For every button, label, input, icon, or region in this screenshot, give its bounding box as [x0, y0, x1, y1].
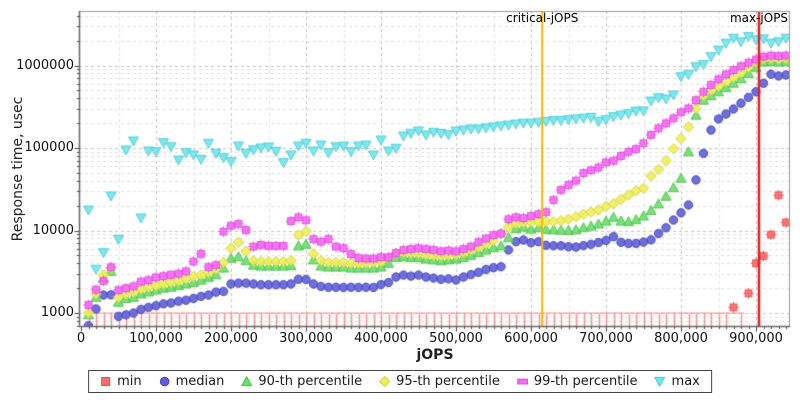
- legend-item-label: 99-th percentile: [533, 374, 638, 389]
- legend-item-label: max: [671, 374, 700, 389]
- critical-jops-label: critical-jOPS: [506, 11, 579, 25]
- x-axis-label: jOPS: [416, 347, 454, 363]
- legend-item: median: [159, 374, 225, 389]
- legend-item: min: [100, 374, 142, 389]
- x-tick-label: 700,000: [579, 331, 633, 346]
- legend-marker-circle-icon: [159, 376, 169, 387]
- x-tick-label: 400,000: [354, 331, 408, 346]
- legend-marker-triangle-down-icon: [654, 376, 666, 387]
- max-jops-label: max-jOPS: [729, 11, 789, 25]
- legend-marker-square-icon: [101, 377, 111, 386]
- y-tick-label: 10000: [32, 222, 74, 238]
- legend-marker-diamond-icon: [379, 376, 391, 387]
- y-tick-label: 1000000: [16, 57, 74, 73]
- x-tick-label: 500,000: [429, 331, 483, 346]
- legend-item-label: 95-th percentile: [396, 374, 500, 389]
- x-tick-label: 600,000: [504, 331, 558, 346]
- x-tick-label: 800,000: [654, 331, 708, 346]
- x-tick-label: 300,000: [279, 331, 333, 346]
- legend-item-label: median: [175, 374, 225, 389]
- legend-item-label: min: [117, 374, 142, 389]
- y-axis-label: Response time, usec: [10, 96, 26, 242]
- x-tick-label: 100,000: [129, 331, 183, 346]
- legend-marker-square-plus-icon: [516, 378, 528, 385]
- legend-item: max: [654, 374, 700, 389]
- x-tick-label: 0: [76, 331, 86, 346]
- x-tick-label: 200,000: [204, 331, 258, 346]
- legend-item: 95-th percentile: [379, 374, 500, 389]
- y-tick-label: 100000: [24, 140, 74, 155]
- legend-item-label: 90-th percentile: [258, 374, 363, 389]
- legend-item: 99-th percentile: [516, 374, 638, 389]
- x-tick-label: 900,000: [729, 331, 783, 346]
- y-tick-label: 1000: [40, 305, 74, 320]
- legend-marker-triangle-up-icon: [241, 376, 253, 387]
- chart-legend: min median 90-th percentile 95-th percentil…: [88, 370, 712, 393]
- legend-item: 90-th percentile: [241, 374, 362, 389]
